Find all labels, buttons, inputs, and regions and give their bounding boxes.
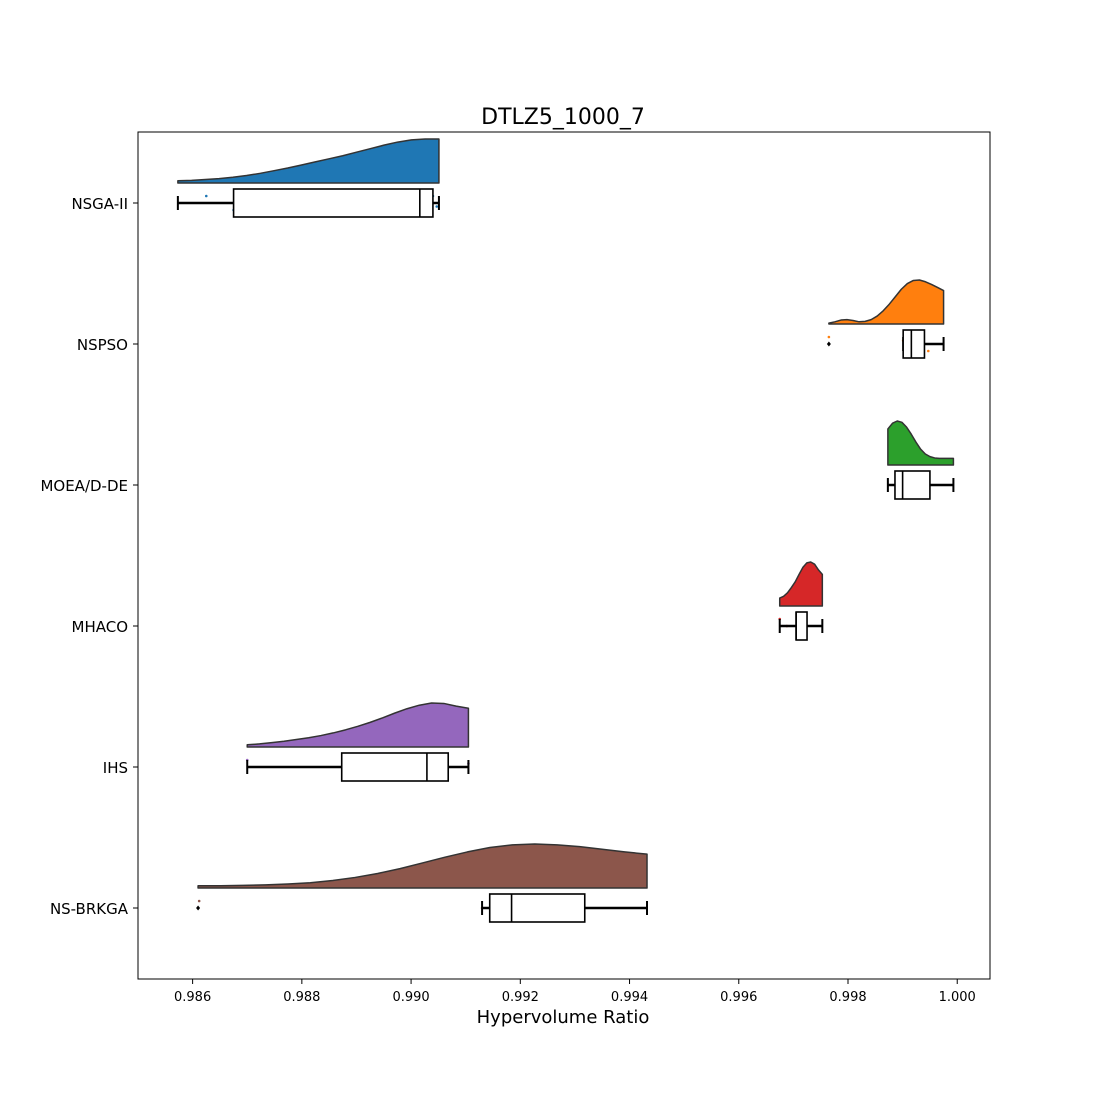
box-plots xyxy=(176,188,955,923)
plot-area-frame xyxy=(137,131,991,980)
y-tick-label: NSPSO xyxy=(77,336,128,354)
density-cloud-0 xyxy=(177,138,440,184)
x-tick-label: 0.990 xyxy=(392,990,429,1005)
rain-point xyxy=(204,194,208,198)
box-plot-1 xyxy=(826,329,945,359)
x-axis: 0.986 0.988 0.990 0.992 0.994 0.996 0.998 1.000 xyxy=(174,979,976,1005)
y-tick-label: IHS xyxy=(103,759,128,777)
density-cloud-3 xyxy=(778,561,824,607)
box-iqr xyxy=(232,188,434,218)
y-tick-label: NSGA-II xyxy=(71,195,128,213)
x-tick-label: 0.988 xyxy=(283,990,320,1005)
box-iqr xyxy=(894,470,931,500)
density-cloud-5 xyxy=(197,843,648,889)
box-iqr xyxy=(488,893,586,923)
box-plot-5 xyxy=(196,893,649,923)
density-clouds xyxy=(177,138,955,889)
rain-points xyxy=(197,194,930,917)
box-plot-0 xyxy=(176,188,440,218)
density-cloud-1 xyxy=(828,279,945,325)
x-tick-label: 0.998 xyxy=(829,990,866,1005)
x-tick-label: 0.992 xyxy=(502,990,539,1005)
x-tick-label: 1.000 xyxy=(939,990,976,1005)
outlier-marker xyxy=(196,905,201,911)
box-plot-4 xyxy=(246,752,470,782)
x-tick-label: 0.994 xyxy=(611,990,648,1005)
box-plot-2 xyxy=(886,470,955,500)
chart-title: DTLZ5_1000_7 xyxy=(481,105,645,130)
x-tick-label: 0.996 xyxy=(720,990,757,1005)
y-tick-label: NS-BRKGA xyxy=(50,900,129,918)
outlier-marker xyxy=(826,341,831,347)
box-plot-3 xyxy=(778,611,824,641)
box-iqr xyxy=(340,752,450,782)
density-cloud-2 xyxy=(887,420,955,466)
x-tick-label: 0.986 xyxy=(174,990,211,1005)
y-tick-label: MHACO xyxy=(72,618,129,636)
box-iqr xyxy=(795,611,808,641)
rain-point xyxy=(827,335,831,339)
y-tick-label: MOEA/D-DE xyxy=(40,477,128,495)
density-cloud-4 xyxy=(246,702,470,748)
rain-point xyxy=(435,205,439,208)
rain-point xyxy=(197,899,201,903)
x-axis-label: Hypervolume Ratio xyxy=(477,1007,650,1028)
box-iqr xyxy=(902,329,926,359)
y-axis: NSGA-II NSPSO MOEA/D-DE MHACO IHS NS-BRKGA xyxy=(40,195,138,918)
rain-point xyxy=(926,349,930,353)
